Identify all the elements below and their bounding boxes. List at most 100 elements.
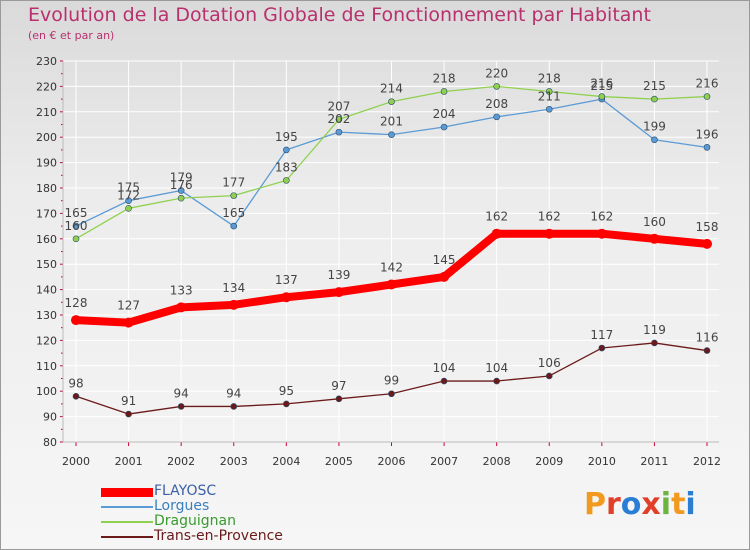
data-point <box>283 400 290 408</box>
data-label: 177 <box>222 176 245 190</box>
logo-letter: r <box>606 487 621 522</box>
data-label: 119 <box>643 323 666 337</box>
chart-title: Evolution de la Dotation Globale de Fonc… <box>28 4 651 26</box>
data-label: 162 <box>538 210 561 224</box>
data-label: 104 <box>433 361 456 375</box>
data-label: 160 <box>643 215 666 229</box>
logo-letter: P <box>584 487 606 522</box>
data-point <box>283 146 290 154</box>
data-point <box>230 403 238 410</box>
data-label: 176 <box>170 178 193 192</box>
data-point <box>72 235 80 243</box>
legend-swatch <box>101 487 153 497</box>
y-tick-label: 130 <box>36 309 57 322</box>
y-tick-label: 150 <box>36 258 57 271</box>
data-label: 162 <box>485 210 508 224</box>
data-label: 199 <box>643 120 666 134</box>
legend-label: Lorgues <box>154 498 210 514</box>
y-tick-label: 190 <box>36 157 57 170</box>
data-label: 175 <box>117 181 140 195</box>
data-label: 204 <box>433 107 456 121</box>
legend-label: Trans-en-Provence <box>154 528 283 544</box>
y-tick-label: 160 <box>36 233 57 246</box>
x-tick-label: 2006 <box>378 455 406 468</box>
data-point <box>176 302 187 313</box>
data-point <box>545 105 553 113</box>
data-label: 94 <box>226 386 241 400</box>
data-point <box>493 83 500 90</box>
data-point <box>177 403 185 410</box>
data-label: 98 <box>68 376 83 390</box>
data-label: 91 <box>121 394 136 408</box>
data-point <box>440 88 448 95</box>
data-point <box>596 228 607 239</box>
data-point <box>598 93 606 100</box>
x-tick-label: 2011 <box>640 455 668 468</box>
data-label: 94 <box>174 386 189 400</box>
x-tick-label: 2007 <box>430 455 458 468</box>
data-point <box>703 347 711 354</box>
data-label: 216 <box>696 77 719 91</box>
data-label: 196 <box>696 127 719 141</box>
legend-label: FLAYOSC <box>154 483 217 499</box>
x-tick-label: 2005 <box>325 455 353 468</box>
y-tick-label: 220 <box>36 80 57 93</box>
data-point <box>333 287 344 298</box>
data-label: 172 <box>117 188 140 202</box>
data-label: 162 <box>590 210 613 224</box>
logo-letter: i <box>685 487 696 522</box>
x-tick-label: 2002 <box>167 455 195 468</box>
data-label: 116 <box>696 331 719 345</box>
data-point <box>177 194 185 202</box>
logo-letter: i <box>660 487 672 522</box>
data-point <box>125 410 132 418</box>
logo-letter: t <box>671 487 686 522</box>
data-label: 158 <box>696 220 719 234</box>
x-tick-label: 2000 <box>62 455 90 468</box>
x-tick-label: 2003 <box>220 455 248 468</box>
data-point <box>651 339 658 347</box>
data-label: 215 <box>643 79 666 93</box>
data-point <box>125 205 132 212</box>
data-point <box>71 315 81 326</box>
y-tick-label: 110 <box>36 360 57 373</box>
data-label: 211 <box>538 89 561 103</box>
data-label: 195 <box>275 130 298 144</box>
y-tick-label: 210 <box>36 106 57 119</box>
data-point <box>335 395 343 403</box>
y-tick-label: 140 <box>36 284 57 297</box>
data-label: 208 <box>485 97 508 111</box>
data-label: 201 <box>380 115 403 129</box>
data-point <box>651 136 658 144</box>
data-point <box>491 228 502 239</box>
data-label: 216 <box>590 77 613 91</box>
data-point <box>440 123 448 131</box>
y-tick-label: 230 <box>36 55 57 68</box>
y-tick-label: 90 <box>43 411 57 424</box>
data-point <box>651 95 658 103</box>
data-label: 165 <box>222 206 245 220</box>
x-tick-label: 2010 <box>588 455 616 468</box>
data-point <box>283 177 290 184</box>
data-label: 165 <box>65 206 88 220</box>
x-tick-label: 2004 <box>272 455 300 468</box>
data-label: 137 <box>275 273 298 287</box>
data-point <box>72 392 80 400</box>
data-label: 160 <box>65 219 88 233</box>
data-point <box>598 344 606 352</box>
data-label: 134 <box>222 281 245 295</box>
data-point <box>230 192 238 199</box>
data-point <box>335 116 343 123</box>
legend-label: Draguignan <box>154 513 236 529</box>
data-label: 202 <box>327 112 350 126</box>
data-label: 106 <box>538 356 561 370</box>
data-label: 207 <box>327 99 350 113</box>
data-point <box>335 128 343 136</box>
legend-swatch <box>101 521 153 523</box>
logo-letter: o <box>620 487 642 522</box>
data-label: 117 <box>590 328 613 342</box>
logo-letter: x <box>641 487 661 522</box>
chart-subtitle: (en € et par an) <box>28 29 115 42</box>
data-label: 218 <box>538 71 561 85</box>
